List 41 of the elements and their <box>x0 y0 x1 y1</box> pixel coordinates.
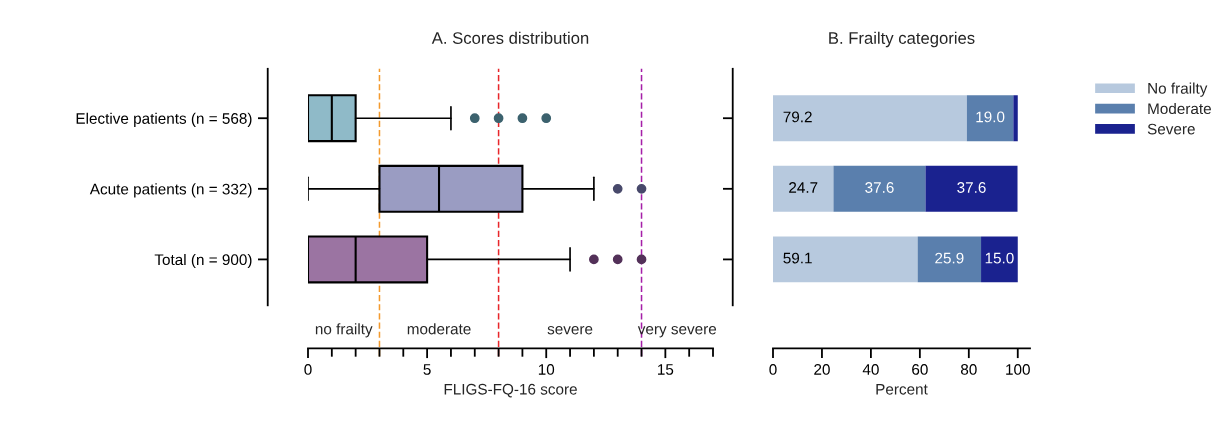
annotation: moderate <box>407 323 471 335</box>
bar <box>833 165 926 212</box>
bar <box>773 165 834 212</box>
bar <box>925 165 1018 212</box>
legend-label: Severe <box>1147 123 1195 135</box>
x-tick-label: 20 <box>814 364 830 375</box>
bar <box>773 236 918 283</box>
bar <box>981 236 1018 283</box>
y-tick-label: Total (n = 900) <box>154 253 252 269</box>
x-axis-title: Percent <box>876 383 928 395</box>
y-tick-label: Acute patients (n = 332) <box>89 183 252 198</box>
bar <box>773 95 967 142</box>
x-tick-label: 100 <box>1006 364 1030 375</box>
legend-label: Moderate <box>1148 102 1211 115</box>
data-label: 79.2 <box>783 111 812 123</box>
x-axis-title: FLIGS-FQ-16 score <box>444 383 577 398</box>
bar <box>917 236 982 283</box>
annotation: severe <box>547 326 593 335</box>
y-tick-label: Elective patients (n = 568) <box>76 112 252 127</box>
annotation: very severe <box>637 326 717 338</box>
data-label: 37.6 <box>957 182 986 193</box>
data-label: 25.9 <box>935 252 964 264</box>
x-tick-label: 0 <box>769 364 777 375</box>
chart-title: A. Scores distribution <box>431 31 589 44</box>
x-tick-label: 15 <box>658 364 674 375</box>
x-tick-label: 60 <box>912 364 928 375</box>
bar <box>1013 95 1018 142</box>
x-tick-label: 0 <box>304 364 312 375</box>
annotation: no frailty <box>315 323 373 338</box>
x-tick-label: 40 <box>862 364 879 375</box>
data-label: 37.6 <box>865 182 894 193</box>
legend-label: No frailty <box>1148 82 1208 97</box>
bar <box>966 95 1014 142</box>
x-tick-label: 80 <box>960 364 977 375</box>
data-label: 59.1 <box>783 252 812 264</box>
x-tick-label: 10 <box>538 364 555 375</box>
data-label: 19.0 <box>976 111 1005 123</box>
x-tick-label: 5 <box>423 364 431 375</box>
chart-title: B. Frailty categories <box>829 31 975 48</box>
data-label: 15.0 <box>985 252 1014 264</box>
data-label: 24.7 <box>789 182 818 193</box>
